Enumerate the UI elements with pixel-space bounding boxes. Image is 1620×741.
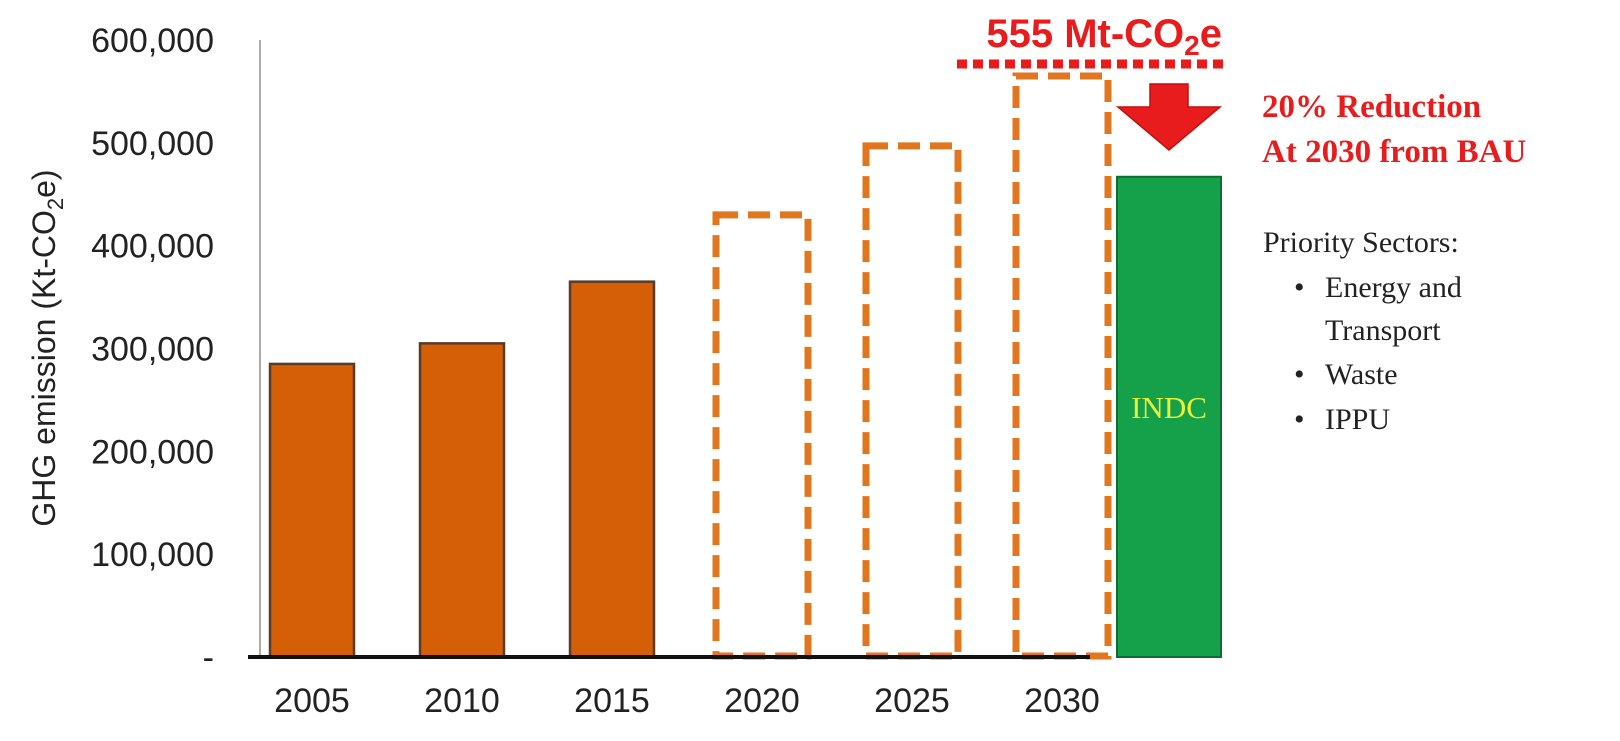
indc-label: INDC [1131,390,1207,425]
sector-item-energy-line-1: Energy and [1325,271,1462,304]
y-tick-label: 600,000 [91,22,214,60]
y-tick-label: 400,000 [91,228,214,266]
y-tick-label: 300,000 [91,331,214,369]
x-tick-label: 2005 [274,682,350,720]
y-tick-label: 200,000 [91,433,214,471]
x-tick-label: 2020 [724,682,800,720]
bullet-icon: • [1294,358,1305,391]
x-tick-label: 2015 [574,682,650,720]
bar [568,280,656,659]
x-tick-label: 2030 [1024,682,1100,720]
x-axis-ticks: 2005 2010 2015 2020 2025 2030 [274,682,1100,720]
projected-bar [1012,72,1112,660]
bar [268,362,356,659]
priority-sectors-list: • Energy and Transport • Waste • IPPU [1294,271,1462,436]
projected-bar [862,142,962,660]
indc-bar-group: INDC [1116,175,1222,658]
x-tick-label: 2025 [874,682,950,720]
y-tick-label: 500,000 [91,125,214,163]
bau-callout-label: 555 Mt-CO2e [986,12,1222,61]
indc-bar [1116,175,1222,658]
y-axis-label: GHG emission (Kt-CO2e) [26,169,68,526]
y-tick-label: 100,000 [91,536,214,574]
reduction-label-line-1: 20% Reduction [1262,89,1481,125]
sector-item-ippu: IPPU [1325,403,1390,436]
x-tick-label: 2010 [424,682,500,720]
bars [268,72,1112,660]
reduction-arrow-icon [1115,83,1223,151]
sector-item-energy-line-2: Transport [1325,314,1441,347]
reduction-label-line-2: At 2030 from BAU [1262,134,1526,170]
y-tick-label: - [203,639,214,677]
sector-item-waste: Waste [1325,358,1398,391]
bullet-icon: • [1294,403,1305,436]
y-axis-ticks: - 100,000 200,000 300,000 400,000 500,000 600,… [91,22,214,677]
bar [418,342,506,659]
bullet-icon: • [1294,271,1305,304]
projected-bar [712,211,812,660]
priority-sectors-title: Priority Sectors: [1263,226,1459,259]
